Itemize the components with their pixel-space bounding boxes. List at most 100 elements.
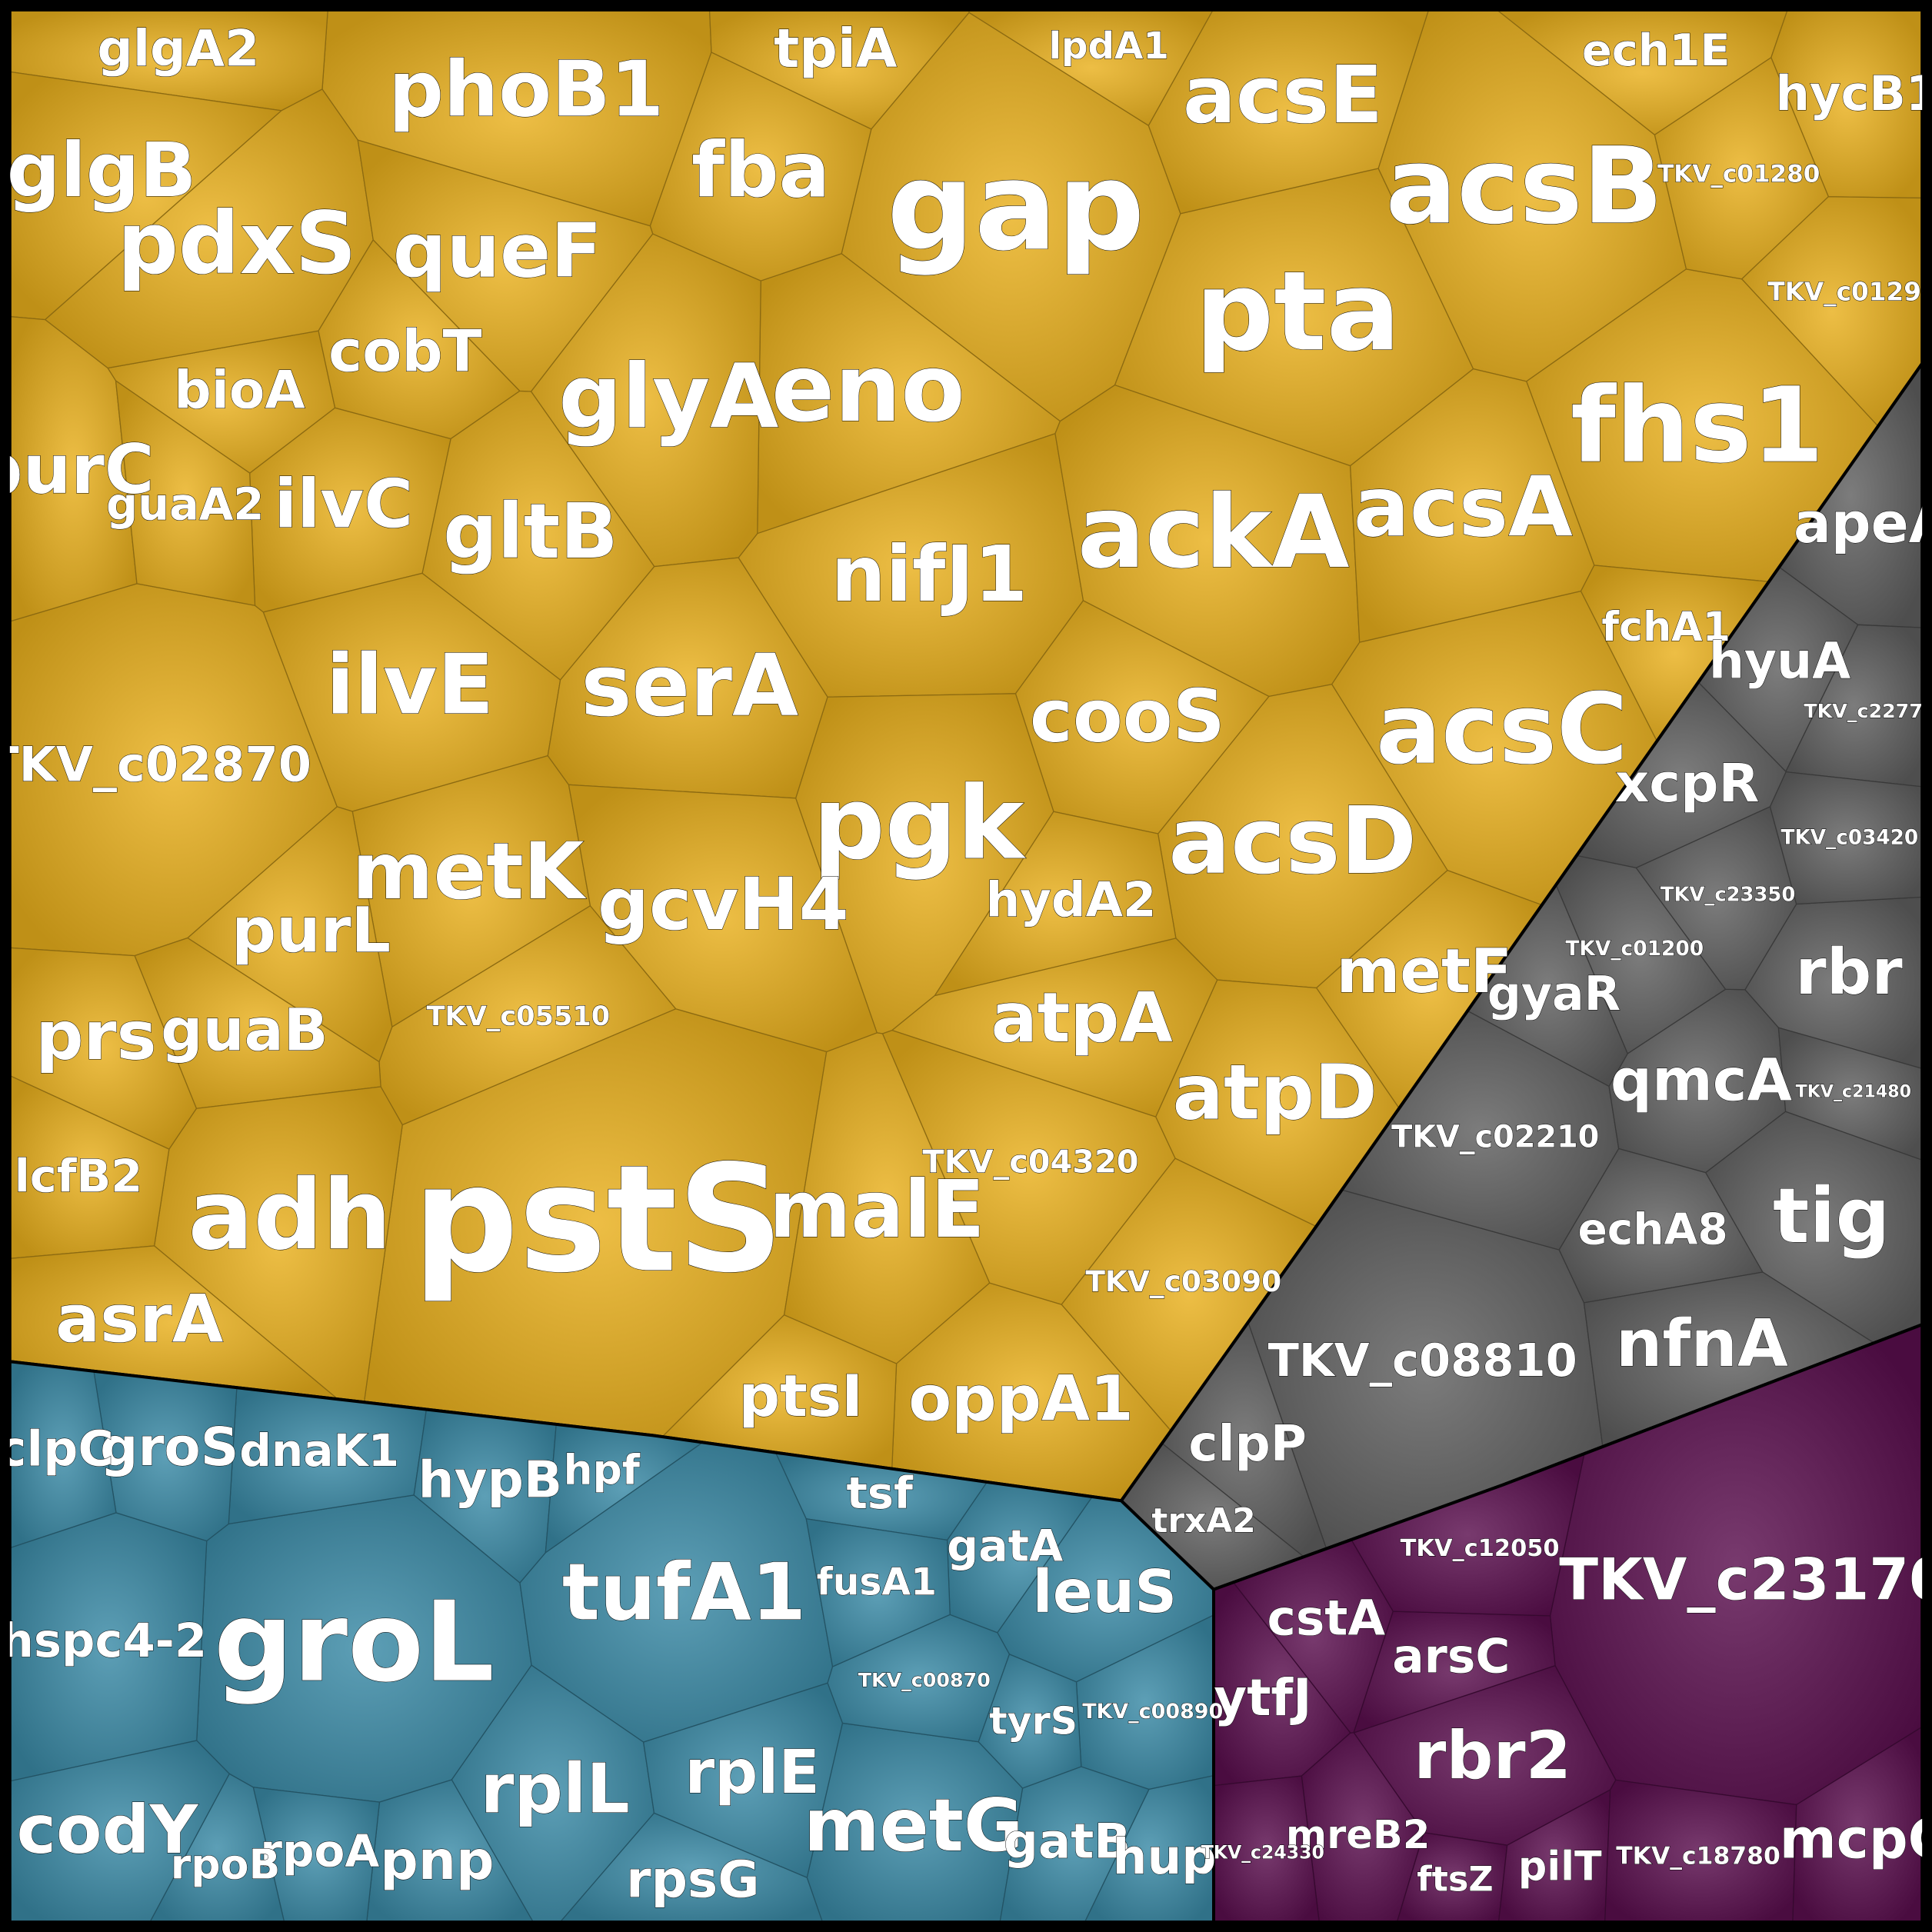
cell-label: phoB1 xyxy=(388,44,664,134)
cell-label: ech1E xyxy=(1582,25,1730,76)
cell-label: TKV_c08810 xyxy=(1268,1334,1577,1387)
cell-label: acsC xyxy=(1376,672,1628,785)
cell-label: gcvH4 xyxy=(598,863,849,947)
cell-label: rpoB xyxy=(171,1840,281,1888)
cell-label: TKV_c02870 xyxy=(0,737,311,793)
cell-label: leuS xyxy=(1033,1558,1178,1627)
cell-label: TKV_c23170 xyxy=(1559,1546,1932,1613)
cell-label: gap xyxy=(887,135,1144,278)
cell-label: purC xyxy=(0,430,154,509)
cell-label: acsA xyxy=(1354,459,1573,556)
cell-label: tufA1 xyxy=(562,1547,806,1639)
cell xyxy=(357,139,654,392)
cell-label: TKV_c23350 xyxy=(1661,883,1795,906)
cell-label: fchA1 xyxy=(1601,605,1730,651)
cell-label: gatB xyxy=(1004,1814,1131,1870)
cell-label: hup xyxy=(1113,1829,1217,1885)
cell-label: hydA2 xyxy=(986,872,1157,928)
cell-label: trxA2 xyxy=(1151,1501,1255,1541)
cell-label: pta xyxy=(1195,247,1401,375)
cell-label: apeA xyxy=(1794,491,1932,556)
cell-label: TKV_c21480 xyxy=(1796,1081,1911,1101)
cell-label: TKV_c24330 xyxy=(1201,1841,1324,1863)
cell-label: arsC xyxy=(1392,1629,1510,1684)
cell xyxy=(805,1517,951,1667)
cell-label: malE xyxy=(769,1164,984,1256)
cell-label: mreB2 xyxy=(1286,1813,1431,1858)
cell-label: acsB xyxy=(1386,125,1664,248)
cell-label: tsf xyxy=(846,1467,914,1519)
cell-label: cobT xyxy=(328,318,482,385)
cell-label: codY xyxy=(17,1792,199,1869)
cell-label: oppA1 xyxy=(908,1362,1134,1435)
cell-label: atpD xyxy=(1172,1048,1377,1137)
cell-label: serA xyxy=(581,637,798,736)
cell-label: gatA xyxy=(947,1521,1063,1571)
cell-label: rplE xyxy=(685,1737,819,1807)
cell-label: cooS xyxy=(1030,675,1225,759)
cell xyxy=(933,811,1177,997)
cell-label: mcpC xyxy=(1780,1807,1932,1871)
cell-label: hycB1 xyxy=(1776,65,1932,122)
cell-label: gltB xyxy=(443,488,618,576)
cell-label: asrA xyxy=(55,1281,224,1357)
cell-label: hyuA xyxy=(1709,633,1850,691)
cell-label: ytfJ xyxy=(1214,1669,1311,1727)
cell-label: qmcA xyxy=(1611,1047,1793,1114)
cell-label: tig xyxy=(1773,1172,1890,1261)
cell-label: metK xyxy=(352,826,587,917)
cell-label: TKV_c00890 xyxy=(1082,1700,1223,1724)
cell-label: queF xyxy=(393,207,602,295)
cell-label: fhs1 xyxy=(1571,365,1824,486)
cell-label: TKV_c02210 xyxy=(1391,1119,1599,1154)
cell xyxy=(115,379,256,607)
cell-label: lpdA1 xyxy=(1048,25,1168,68)
cell-label: TKV_c05510 xyxy=(427,1001,611,1032)
cell-label: eno xyxy=(771,334,965,443)
cell-label: glyA xyxy=(558,346,778,449)
cell-label: tpiA xyxy=(774,18,898,80)
cell-label: bioA xyxy=(174,360,305,421)
cell-label: guaB xyxy=(161,996,328,1064)
cell xyxy=(186,806,393,1063)
cell-label: ptsI xyxy=(739,1363,863,1430)
cell-label: echA8 xyxy=(1577,1205,1727,1255)
cell-label: TKV_c22770 xyxy=(1804,700,1932,722)
cell-label: hypB xyxy=(418,1451,563,1510)
cell-label: pgk xyxy=(813,765,1026,882)
cell-label: lcfB2 xyxy=(15,1149,143,1202)
cell-label: metF xyxy=(1337,935,1512,1007)
cell-group xyxy=(1213,1324,1923,1923)
cell-label: dnaK1 xyxy=(239,1424,399,1477)
cell-label: TKV_c01290 xyxy=(1767,278,1932,307)
cell-label: groL xyxy=(214,1577,495,1707)
cell-label: rpsG xyxy=(626,1850,760,1910)
cell-label: acsE xyxy=(1183,50,1383,142)
cell-label: TKV_c01280 xyxy=(1657,161,1820,188)
cell-group xyxy=(1121,361,1923,1591)
cell-label: tyrS xyxy=(989,1699,1078,1744)
cell-label: nifJ1 xyxy=(831,529,1028,619)
cell-label: hpf xyxy=(564,1446,641,1494)
cell-label: atpA xyxy=(991,978,1172,1058)
cell-label: prs xyxy=(35,997,156,1075)
cell-group xyxy=(9,9,1923,1501)
cell-label: fusA1 xyxy=(817,1561,937,1604)
cell-label: TKV_c03420 xyxy=(1781,826,1919,849)
cell-label: glgA2 xyxy=(97,20,259,78)
cell-label: TKV_c12050 xyxy=(1401,1535,1560,1562)
cell-group xyxy=(9,1361,1214,1923)
cell-label: ilvC xyxy=(274,465,413,543)
cell-label: rbr2 xyxy=(1414,1718,1571,1794)
cell-label: metG xyxy=(804,1784,1023,1868)
cell-label: TKV_c18780 xyxy=(1616,1843,1780,1870)
cell-label: fba xyxy=(691,126,830,215)
cell-label: ackA xyxy=(1078,474,1350,591)
cell-label: clpP xyxy=(1188,1415,1307,1473)
cell-label: guaA2 xyxy=(106,479,264,531)
cell-label: xcpR xyxy=(1615,753,1760,814)
cell-label: groS xyxy=(100,1417,238,1478)
